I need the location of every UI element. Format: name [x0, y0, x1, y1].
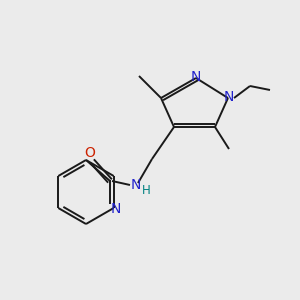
Text: N: N — [131, 178, 141, 192]
Text: N: N — [110, 202, 121, 216]
Text: H: H — [142, 184, 150, 197]
Text: N: N — [224, 90, 234, 104]
Text: O: O — [85, 146, 95, 160]
Text: N: N — [191, 70, 201, 84]
